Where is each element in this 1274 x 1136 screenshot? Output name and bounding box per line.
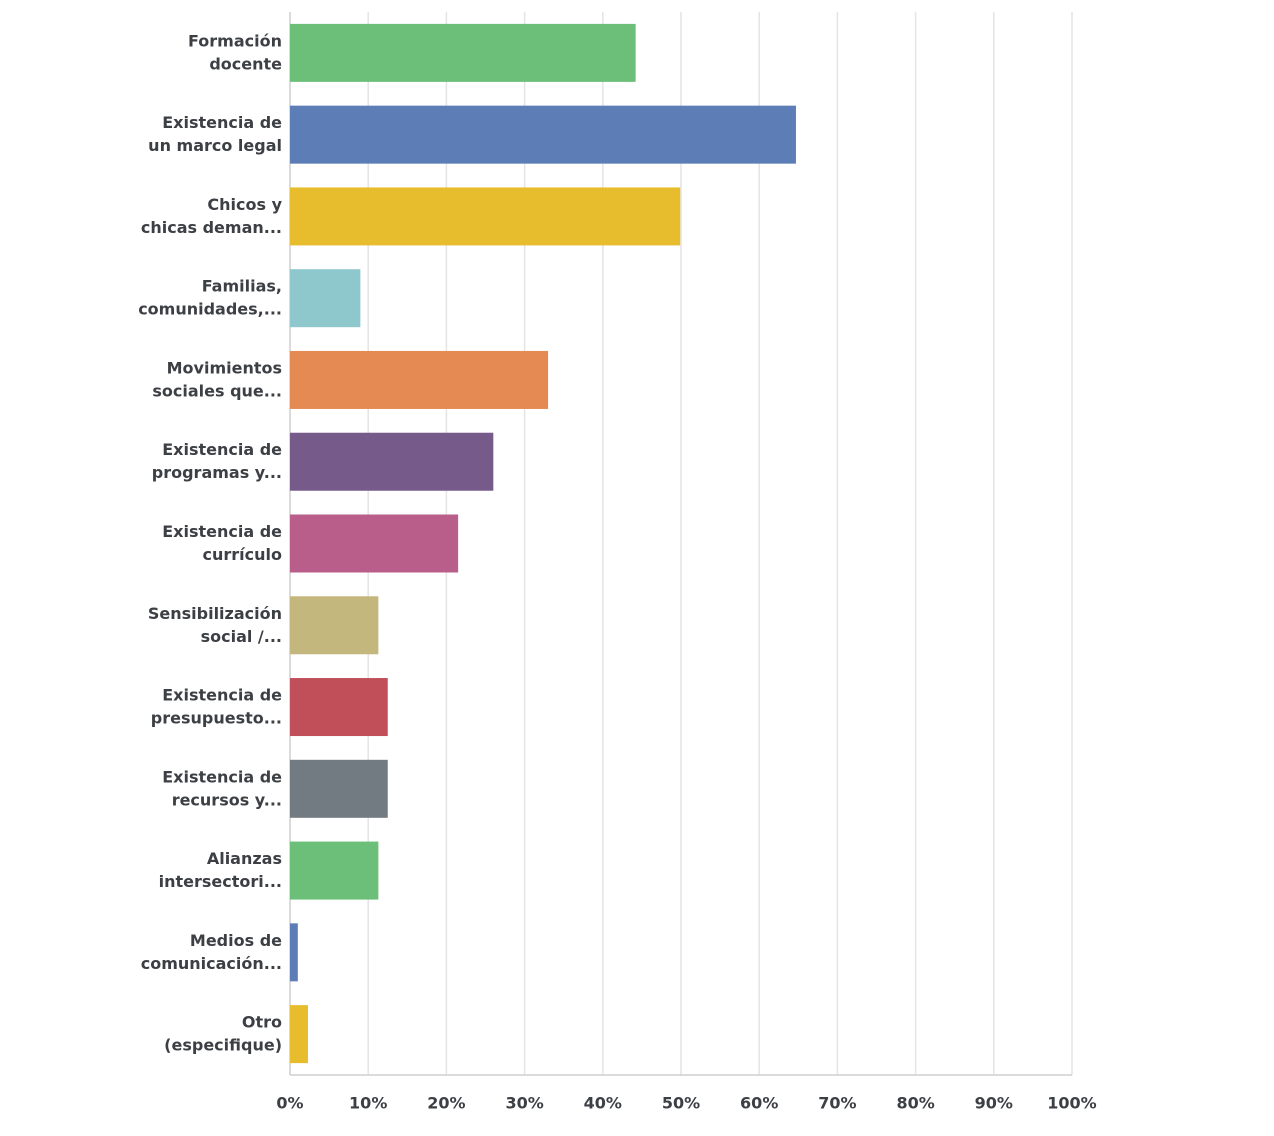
bar xyxy=(290,1005,308,1064)
y-tick-label: chicas deman... xyxy=(141,218,282,237)
x-tick-label: 80% xyxy=(896,1094,934,1113)
x-tick-label: 10% xyxy=(349,1094,387,1113)
y-tick-label: presupuesto... xyxy=(151,709,282,728)
y-tick-label: Familias, xyxy=(202,277,282,296)
y-tick-label: docente xyxy=(209,54,282,73)
bar xyxy=(290,105,796,164)
y-tick-label: (especifique) xyxy=(164,1036,282,1055)
y-tick-label: Formación xyxy=(188,31,282,50)
x-tick-label: 20% xyxy=(427,1094,465,1113)
y-tick-label: Existencia de xyxy=(162,113,282,132)
x-tick-label: 30% xyxy=(505,1094,543,1113)
y-tick-label: social /... xyxy=(201,627,282,646)
y-tick-label: un marco legal xyxy=(148,136,282,155)
y-tick-label: Alianzas xyxy=(207,849,282,868)
y-tick-label: Chicos y xyxy=(207,195,282,214)
x-tick-label: 70% xyxy=(818,1094,856,1113)
bar xyxy=(290,759,388,818)
x-tick-label: 100% xyxy=(1047,1094,1096,1113)
bar xyxy=(290,678,388,737)
y-tick-label: comunidades,... xyxy=(138,300,282,319)
y-tick-label: Sensibilización xyxy=(148,604,282,623)
x-tick-label: 40% xyxy=(584,1094,622,1113)
bar xyxy=(290,841,379,900)
y-tick-label: Medios de xyxy=(190,931,282,950)
y-tick-label: Movimientos xyxy=(167,358,282,377)
y-tick-label: Otro xyxy=(242,1013,282,1032)
bar xyxy=(290,514,459,573)
y-tick-label: sociales que... xyxy=(152,381,282,400)
y-tick-label: Existencia de xyxy=(162,686,282,705)
bar xyxy=(290,187,681,246)
x-tick-label: 60% xyxy=(740,1094,778,1113)
y-tick-label: Existencia de xyxy=(162,767,282,786)
y-tick-label: comunicación... xyxy=(141,954,282,973)
y-tick-label: programas y... xyxy=(152,463,282,482)
bar xyxy=(290,596,379,655)
x-tick-label: 0% xyxy=(276,1094,303,1113)
bar xyxy=(290,350,549,409)
bar xyxy=(290,269,361,328)
y-tick-label: Existencia de xyxy=(162,522,282,541)
x-tick-label: 50% xyxy=(662,1094,700,1113)
y-tick-label: currículo xyxy=(203,545,283,564)
y-tick-label: intersectori... xyxy=(159,872,282,891)
x-tick-label: 90% xyxy=(975,1094,1013,1113)
bar xyxy=(290,432,494,491)
y-tick-label: recursos y... xyxy=(172,790,282,809)
y-tick-label: Existencia de xyxy=(162,440,282,459)
bar xyxy=(290,923,298,982)
bar xyxy=(290,23,636,82)
